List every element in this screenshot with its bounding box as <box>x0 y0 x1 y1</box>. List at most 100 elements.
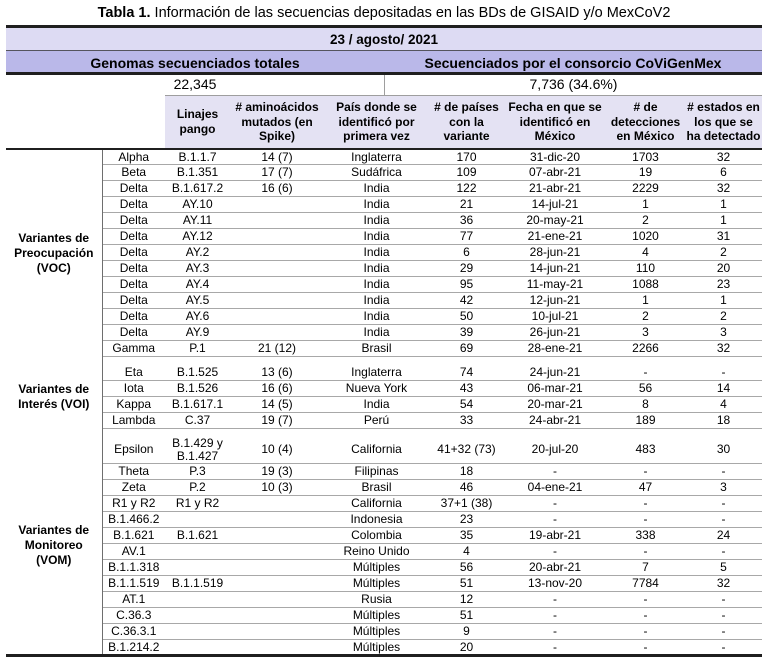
cell-detecciones: 7784 <box>606 575 685 593</box>
variant-row: Zeta P.2 10 (3) Brasil 46 04-ene-21 47 3 <box>6 479 762 497</box>
cell-pais: Perú <box>324 412 429 430</box>
column-header-pais: País donde se identificó por primera vez <box>324 94 429 150</box>
cell-name: Theta <box>102 463 165 481</box>
variant-row: B.1.466.2 Indonesia 23- - - <box>6 511 762 529</box>
cell-linaje: AY.11 <box>165 212 230 230</box>
cell-estados: - <box>685 463 762 481</box>
cell-amino <box>230 639 324 657</box>
cell-paises: 35 <box>429 527 504 545</box>
cell-linaje: AY.10 <box>165 196 230 214</box>
variant-row: B.1.1.519 B.1.1.519 Múltiples 51 13-nov-20 77… <box>6 575 762 593</box>
cell-paises: 21 <box>429 196 504 214</box>
cell-paises: 6 <box>429 244 504 262</box>
cell-detecciones: 47 <box>606 479 685 497</box>
cell-name: R1 y R2 <box>102 495 165 513</box>
cell-amino: 16 (6) <box>230 180 324 198</box>
variant-row: C.36.3.1 Múltiples 9- - - <box>6 623 762 641</box>
variant-row: B.1.621 B.1.621 Colombia 35 19-abr-21 338 24 <box>6 527 762 545</box>
variant-row: AV.1 Reino Unido 4- - - <box>6 543 762 561</box>
table-title: Tabla 1. Información de las secuencias d… <box>6 0 762 25</box>
consortium-value: 7,736 (34.6%) <box>384 75 762 95</box>
group-spacer-cell <box>6 428 103 437</box>
cell-pais: Múltiples <box>324 575 429 593</box>
summary-header-band: Genomas secuenciados totales Secuenciado… <box>6 51 762 75</box>
cell-estados: - <box>685 623 762 641</box>
cell-pais: India <box>324 244 429 262</box>
cell-detecciones: 2229 <box>606 180 685 198</box>
column-header-fecha: Fecha en que se identificó en México <box>504 94 606 150</box>
total-genomes-header: Genomas secuenciados totales <box>90 55 300 71</box>
table-title-label: Tabla 1. <box>97 5 151 21</box>
cell-amino <box>230 607 324 625</box>
cell-linaje <box>165 543 230 561</box>
cell-fecha: 12-jun-21 <box>504 292 606 310</box>
cell-linaje: B.1.621 <box>165 527 230 545</box>
cell-pais: Sudáfrica <box>324 164 429 182</box>
cell-linaje: AY.3 <box>165 260 230 278</box>
cell-linaje: B.1.429 y B.1.427 <box>165 436 230 465</box>
cell-pais: Múltiples <box>324 607 429 625</box>
cell-estados: 23 <box>685 276 762 294</box>
cell-detecciones: 2266 <box>606 340 685 358</box>
cell-fecha: 14-jun-21 <box>504 260 606 278</box>
cell-name: Delta <box>102 324 165 342</box>
cell-linaje: P.1 <box>165 340 230 358</box>
group-label: Variantes de Interés (VOI) <box>6 364 103 429</box>
cell-paises: 51 <box>429 575 504 593</box>
group-spacer-cell <box>6 356 103 365</box>
cell-estados: 3 <box>685 324 762 342</box>
cell-linaje <box>165 591 230 609</box>
cell-pais: India <box>324 228 429 246</box>
cell-amino: 13 (6) <box>230 364 324 382</box>
group-column-header <box>6 95 102 150</box>
cell-fecha: - <box>504 495 606 513</box>
variant-row: Delta B.1.617.2 16 (6) India 122 21-abr-21 222… <box>6 180 762 198</box>
cell-paises: 18 <box>429 463 504 481</box>
cell-estados: 30 <box>685 436 762 465</box>
cell-amino <box>230 260 324 278</box>
cell-pais: India <box>324 292 429 310</box>
cell-detecciones: - <box>606 591 685 609</box>
cell-amino <box>230 623 324 641</box>
cell-estados: 1 <box>685 196 762 214</box>
cell-estados: 14 <box>685 380 762 398</box>
variant-row: AT.1 Rusia 12- - - <box>6 591 762 609</box>
cell-detecciones: 8 <box>606 396 685 414</box>
variant-row: Lambda C.37 19 (7) Perú 33 24-abr-21 189 18 <box>6 412 762 430</box>
cell-amino: 19 (3) <box>230 463 324 481</box>
cell-fecha: 13-nov-20 <box>504 575 606 593</box>
variants-table-body: Variantes de Preocupación (VOC) Alpha B.1.… <box>6 148 762 657</box>
cell-amino <box>230 495 324 513</box>
cell-detecciones: 1 <box>606 292 685 310</box>
cell-name: Delta <box>102 260 165 278</box>
cell-pais: India <box>324 396 429 414</box>
cell-estados: 32 <box>685 575 762 593</box>
cell-name: Delta <box>102 308 165 326</box>
cell-pais: India <box>324 276 429 294</box>
group-spacer-cell <box>102 357 762 365</box>
cell-estados: 18 <box>685 412 762 430</box>
cell-linaje: AY.12 <box>165 228 230 246</box>
variant-row: Delta AY.4 India 95 11-may-21 1088 23 <box>6 276 762 294</box>
cell-pais: Brasil <box>324 479 429 497</box>
cell-fecha: 20-abr-21 <box>504 559 606 577</box>
cell-fecha: - <box>504 591 606 609</box>
cell-name: C.36.3 <box>102 607 165 625</box>
cell-amino: 16 (6) <box>230 380 324 398</box>
cell-detecciones: 338 <box>606 527 685 545</box>
cell-estados: 2 <box>685 244 762 262</box>
cell-amino <box>230 228 324 246</box>
cell-detecciones: - <box>606 623 685 641</box>
cell-detecciones: 2 <box>606 212 685 230</box>
cell-detecciones: - <box>606 495 685 513</box>
cell-amino <box>230 244 324 262</box>
cell-estados: - <box>685 495 762 513</box>
cell-detecciones: 4 <box>606 244 685 262</box>
column-header-detecciones: # de detecciones en México <box>606 94 685 150</box>
cell-pais: Colombia <box>324 527 429 545</box>
cell-pais: India <box>324 212 429 230</box>
cell-paises: 4 <box>429 543 504 561</box>
cell-name: AT.1 <box>102 591 165 609</box>
cell-name: AV.1 <box>102 543 165 561</box>
cell-estados: - <box>685 607 762 625</box>
